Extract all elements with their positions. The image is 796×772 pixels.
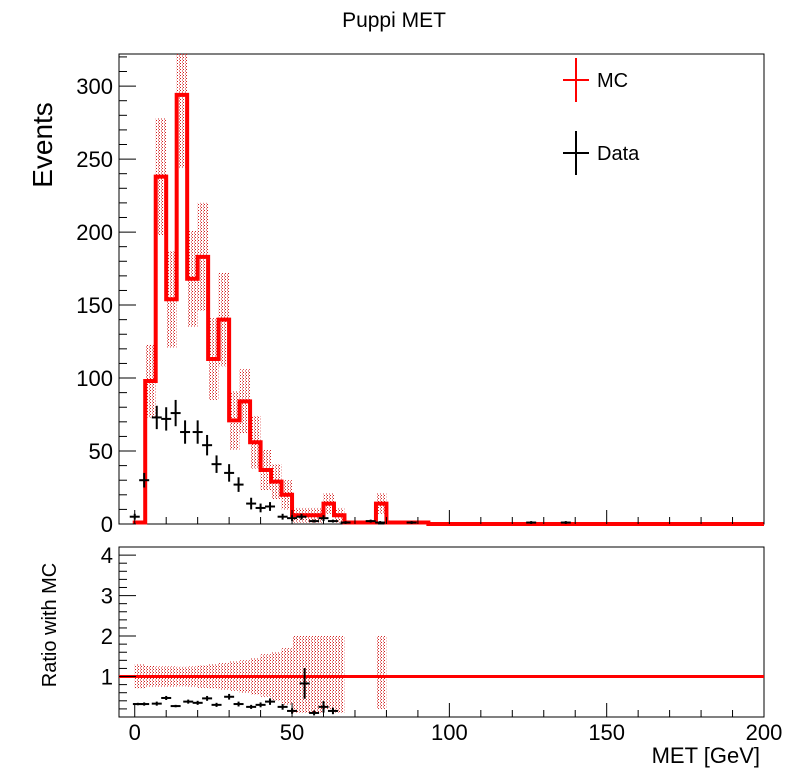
mc-uncertainty-bin <box>176 54 188 168</box>
data-point <box>224 464 235 482</box>
data-point <box>375 521 386 524</box>
y-tick-label: 200 <box>76 220 113 245</box>
data-point <box>246 497 257 510</box>
data-point <box>406 521 417 524</box>
ratio-point <box>202 695 213 701</box>
y-axis-label-ratio: Ratio with MC <box>39 563 61 687</box>
ratio-point <box>233 701 244 707</box>
ratio-point <box>170 704 181 708</box>
x-tick-label: 100 <box>431 720 468 745</box>
y-tick-label: 250 <box>76 147 113 172</box>
data-point <box>139 472 150 488</box>
data-point <box>365 519 376 523</box>
ratio-band-bin <box>313 636 324 713</box>
x-tick-label: 0 <box>129 720 141 745</box>
x-tick-label: 50 <box>280 720 304 745</box>
ratio-point <box>309 710 320 716</box>
ratio-plot-frame <box>118 546 765 718</box>
ratio-band-bin <box>323 636 335 709</box>
data-points <box>129 399 571 524</box>
data-point <box>151 405 162 430</box>
ratio-point <box>255 702 266 708</box>
data-point <box>265 502 276 511</box>
ratio-point <box>151 701 162 706</box>
mc-histogram <box>132 92 764 526</box>
data-point <box>170 399 181 427</box>
ratio-point <box>139 702 150 706</box>
top-plot-frame <box>118 53 765 525</box>
ratio-y-tick-label: 1 <box>101 665 113 690</box>
data-point <box>309 519 320 523</box>
top-panel: 0 50 100 150 200 250 300 Events MC Data <box>27 53 765 537</box>
chart-title: Puppi MET <box>342 9 446 32</box>
ratio-axes: 1 2 3 4 0 50 100 150 200 <box>101 543 783 745</box>
mc-uncertainty-band <box>134 54 429 524</box>
ratio-y-tick-label: 3 <box>101 584 113 609</box>
data-point <box>296 513 307 520</box>
ratio-point <box>265 698 276 705</box>
data-point <box>233 477 244 492</box>
data-point <box>277 513 288 520</box>
top-axes: 0 50 100 150 200 250 300 <box>76 56 765 537</box>
legend-data-marker <box>563 131 589 175</box>
data-point <box>526 521 537 524</box>
y-tick-label: 100 <box>76 366 113 391</box>
y-tick-label: 0 <box>101 512 113 537</box>
ratio-uncertainty-band <box>134 636 387 713</box>
ratio-point <box>183 699 194 704</box>
data-point <box>161 407 172 431</box>
ratio-point <box>224 693 235 700</box>
data-point <box>560 521 571 524</box>
x-tick-label: 150 <box>588 720 625 745</box>
ratio-panel: 1 2 3 4 0 50 100 150 200 Ratio with MC MET [GeV] <box>39 543 782 768</box>
data-point <box>202 434 213 456</box>
data-point <box>211 455 222 473</box>
data-point <box>327 519 338 523</box>
ratio-y-tick-label: 4 <box>101 543 113 568</box>
ratio-point <box>327 707 338 715</box>
ratio-point <box>161 695 172 700</box>
legend-mc-marker <box>563 58 589 102</box>
y-tick-label: 150 <box>76 293 113 318</box>
y-tick-label: 300 <box>76 74 113 99</box>
legend-mc-label: MC <box>597 70 628 92</box>
y-tick-label: 50 <box>89 439 113 464</box>
ratio-band-bin <box>375 636 387 709</box>
ratio-point <box>211 702 222 707</box>
data-point <box>340 521 351 524</box>
x-axis-label: MET [GeV] <box>652 743 760 768</box>
ratio-band-bin <box>302 636 314 713</box>
ratio-y-tick-label: 2 <box>101 624 113 649</box>
data-point <box>192 420 203 444</box>
legend: MC Data <box>563 58 640 175</box>
ratio-point <box>299 668 310 699</box>
legend-data-label: Data <box>597 143 640 165</box>
y-axis-label-events: Events <box>27 102 58 188</box>
x-tick-label: 200 <box>746 720 783 745</box>
ratio-point <box>192 700 203 705</box>
mc-step-line <box>132 92 764 526</box>
ratio-point <box>277 704 288 710</box>
ratio-band-bin <box>334 636 345 713</box>
data-point <box>255 503 266 513</box>
ratio-band-bin <box>292 636 303 713</box>
ratio-point <box>246 704 257 709</box>
data-point <box>180 420 191 444</box>
